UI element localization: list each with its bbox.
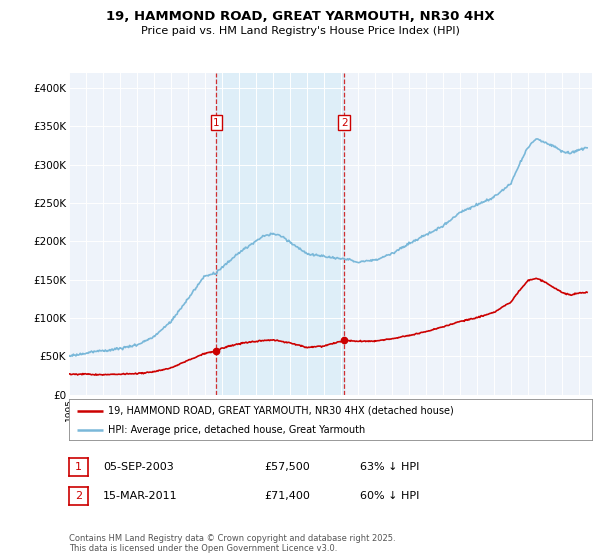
Bar xyxy=(217,73,344,395)
Text: 1: 1 xyxy=(75,462,82,472)
Text: HPI: Average price, detached house, Great Yarmouth: HPI: Average price, detached house, Grea… xyxy=(108,424,365,435)
Text: 15-MAR-2011: 15-MAR-2011 xyxy=(103,491,178,501)
Text: 05-SEP-2003: 05-SEP-2003 xyxy=(103,462,174,472)
Text: £57,500: £57,500 xyxy=(264,462,310,472)
Text: 2: 2 xyxy=(341,118,347,128)
Text: £71,400: £71,400 xyxy=(264,491,310,501)
Text: 63% ↓ HPI: 63% ↓ HPI xyxy=(360,462,419,472)
Text: Price paid vs. HM Land Registry's House Price Index (HPI): Price paid vs. HM Land Registry's House … xyxy=(140,26,460,36)
Text: 19, HAMMOND ROAD, GREAT YARMOUTH, NR30 4HX (detached house): 19, HAMMOND ROAD, GREAT YARMOUTH, NR30 4… xyxy=(108,405,454,416)
Text: 60% ↓ HPI: 60% ↓ HPI xyxy=(360,491,419,501)
Text: 19, HAMMOND ROAD, GREAT YARMOUTH, NR30 4HX: 19, HAMMOND ROAD, GREAT YARMOUTH, NR30 4… xyxy=(106,10,494,23)
Text: Contains HM Land Registry data © Crown copyright and database right 2025.
This d: Contains HM Land Registry data © Crown c… xyxy=(69,534,395,553)
Text: 2: 2 xyxy=(75,491,82,501)
Text: 1: 1 xyxy=(213,118,220,128)
